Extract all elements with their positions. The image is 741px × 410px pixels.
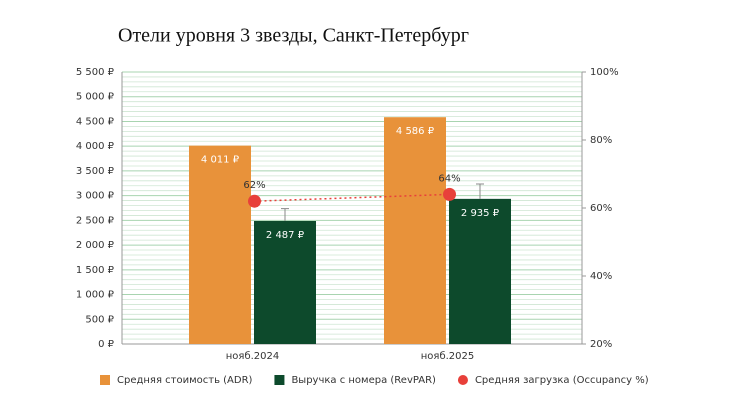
legend-label: Выручка с номера (RevPAR) xyxy=(291,375,436,386)
legend-marker xyxy=(100,375,110,385)
y2-tick-label: 100% xyxy=(590,67,619,78)
y-tick-label: 5 500 ₽ xyxy=(76,67,115,78)
y2-tick-label: 20% xyxy=(590,339,612,350)
bar xyxy=(384,117,446,345)
legend-marker xyxy=(274,375,285,385)
bar xyxy=(189,145,251,344)
x-tick-label: нояб.2024 xyxy=(226,351,279,362)
legend-label: Средняя загрузка (Occupancy %) xyxy=(475,375,649,386)
y-tick-label: 5 000 ₽ xyxy=(76,92,115,103)
legend-label: Средняя стоимость (ADR) xyxy=(117,375,253,386)
value-label: 4 011 ₽ xyxy=(201,155,240,166)
y-tick-label: 3 500 ₽ xyxy=(76,166,115,177)
y-tick-label: 2 500 ₽ xyxy=(76,215,115,226)
y-tick-label: 4 000 ₽ xyxy=(76,141,115,152)
value-label: 2 935 ₽ xyxy=(461,208,500,219)
bar xyxy=(254,221,316,344)
chart-title: Отели уровня 3 звезды, Санкт-Петербург xyxy=(118,25,469,47)
legend-marker xyxy=(457,375,468,385)
value-label: 62% xyxy=(243,180,265,191)
error-bar xyxy=(281,208,289,222)
value-label: 4 586 ₽ xyxy=(396,126,435,137)
y-tick-label: 1 000 ₽ xyxy=(76,290,115,301)
point xyxy=(443,187,456,201)
y2-tick-label: 40% xyxy=(590,271,612,282)
y2-tick-label: 80% xyxy=(590,135,612,146)
y2-tick-label: 60% xyxy=(590,203,612,214)
y-tick-label: 0 ₽ xyxy=(98,339,115,350)
point xyxy=(248,194,261,208)
value-label: 2 487 ₽ xyxy=(266,230,305,241)
y-tick-label: 2 000 ₽ xyxy=(76,240,115,251)
y-tick-label: 500 ₽ xyxy=(85,314,114,325)
value-label: 64% xyxy=(438,173,460,184)
y-tick-label: 4 500 ₽ xyxy=(76,116,115,127)
y-tick-label: 3 000 ₽ xyxy=(76,191,115,202)
y-tick-label: 1 500 ₽ xyxy=(76,265,115,276)
error-bar xyxy=(476,183,484,199)
x-tick-label: нояб.2025 xyxy=(421,351,474,362)
bar xyxy=(449,198,511,344)
